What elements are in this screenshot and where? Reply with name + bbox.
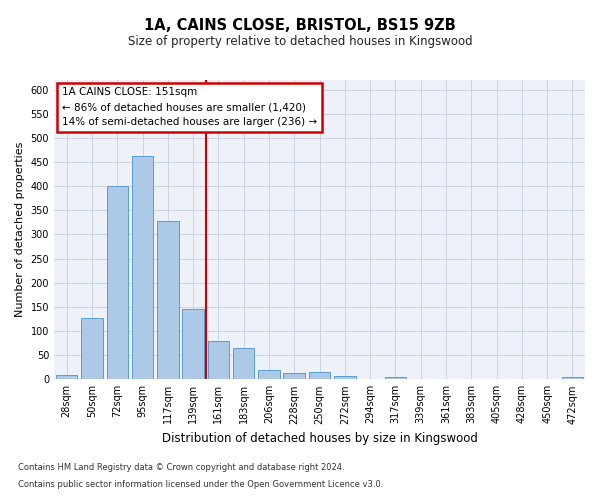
- Bar: [132, 156, 153, 380]
- Text: 1A CAINS CLOSE: 151sqm
← 86% of detached houses are smaller (1,420)
14% of semi-: 1A CAINS CLOSE: 151sqm ← 86% of detached…: [62, 88, 317, 127]
- Bar: [258, 370, 280, 380]
- Text: Contains public sector information licensed under the Open Government Licence v3: Contains public sector information licen…: [18, 480, 383, 489]
- Bar: [182, 310, 204, 380]
- Text: Size of property relative to detached houses in Kingswood: Size of property relative to detached ho…: [128, 35, 472, 48]
- Bar: [157, 221, 179, 380]
- Bar: [107, 186, 128, 380]
- Text: Contains HM Land Registry data © Crown copyright and database right 2024.: Contains HM Land Registry data © Crown c…: [18, 464, 344, 472]
- Bar: [309, 372, 330, 380]
- Bar: [81, 318, 103, 380]
- Text: 1A, CAINS CLOSE, BRISTOL, BS15 9ZB: 1A, CAINS CLOSE, BRISTOL, BS15 9ZB: [144, 18, 456, 32]
- Bar: [562, 378, 583, 380]
- Bar: [56, 376, 77, 380]
- Bar: [334, 376, 356, 380]
- Bar: [283, 373, 305, 380]
- Bar: [385, 378, 406, 380]
- Bar: [208, 340, 229, 380]
- Bar: [233, 348, 254, 380]
- X-axis label: Distribution of detached houses by size in Kingswood: Distribution of detached houses by size …: [161, 432, 478, 445]
- Y-axis label: Number of detached properties: Number of detached properties: [15, 142, 25, 318]
